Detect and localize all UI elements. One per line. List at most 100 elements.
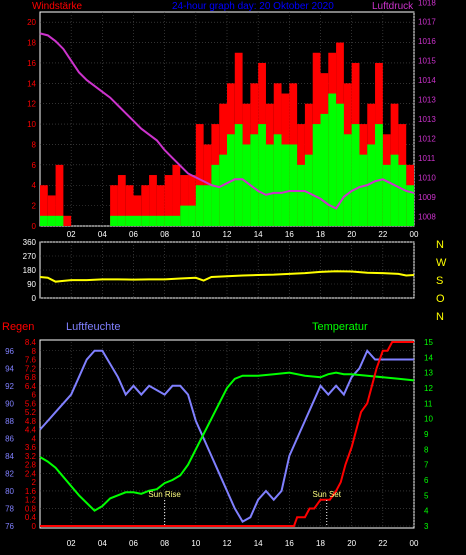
wind-tick-label: 4 xyxy=(32,181,37,190)
temperature-tick-label: 13 xyxy=(424,369,433,378)
wind-bar xyxy=(281,144,290,226)
rain-tick-label: 1.2 xyxy=(25,496,37,505)
compass-label: N xyxy=(436,311,444,323)
rain-tick-label: 7.2 xyxy=(25,364,37,373)
compass-label: N xyxy=(436,239,444,251)
humidity-tick-label: 96 xyxy=(5,347,14,356)
x-tick-label: 14 xyxy=(254,230,263,239)
humidity-axis-label: Luftfeuchte xyxy=(66,321,120,333)
direction-tick-label: 180 xyxy=(23,266,37,275)
wind-axis-label: Windstärke xyxy=(32,1,82,12)
temperature-tick-label: 14 xyxy=(424,353,433,362)
wind-bar xyxy=(149,215,157,226)
temperature-tick-label: 11 xyxy=(424,399,433,408)
pressure-line xyxy=(39,32,415,210)
humidity-tick-label: 78 xyxy=(5,504,14,513)
gust-bar xyxy=(188,175,196,226)
wind-bar xyxy=(390,154,399,226)
chart-title: 24-hour graph day: 20 Oktober 2020 xyxy=(172,1,334,12)
rain-tick-label: 4.4 xyxy=(25,426,37,435)
x-tick-label: 08 xyxy=(160,230,169,239)
temperature-tick-label: 6 xyxy=(424,476,429,485)
direction-tick-label: 0 xyxy=(32,294,37,303)
rain-tick-label: 5.6 xyxy=(25,399,37,408)
humidity-tick-label: 90 xyxy=(5,399,14,408)
rain-humidity-temperature-panel: 02 04 06 08 10 12 14 16 18 20 22 00 767880828486889… xyxy=(2,321,433,548)
wind-tick-label: 6 xyxy=(32,161,37,170)
direction-tick-label: 270 xyxy=(23,252,37,261)
x-tick-label: 10 xyxy=(191,230,200,239)
pressure-tick-label: 1018 xyxy=(418,0,436,7)
temperature-tick-label: 4 xyxy=(424,507,429,516)
humidity-tick-label: 80 xyxy=(5,487,14,496)
wind-tick-label: 20 xyxy=(27,18,36,27)
wind-bar xyxy=(172,215,181,226)
wind-bar xyxy=(289,144,298,226)
humidity-tick-label: 86 xyxy=(5,434,14,443)
wind-bar xyxy=(219,154,227,226)
rain-tick-label: 6.8 xyxy=(25,373,37,382)
gust-bar xyxy=(117,175,126,226)
wind-bar xyxy=(328,93,337,227)
wind-tick-label: 0 xyxy=(32,222,37,231)
wind-bar xyxy=(273,134,282,226)
x-tick-label: 02 xyxy=(67,230,76,239)
direction-tick-label: 360 xyxy=(23,238,37,247)
x-tick-label: 20 xyxy=(347,230,356,239)
x-tick-label: 06 xyxy=(129,539,138,548)
pressure-tick-label: 1016 xyxy=(418,37,436,46)
wind-bar xyxy=(110,215,118,226)
wind-bar xyxy=(304,154,313,226)
temperature-line xyxy=(39,371,415,512)
temperature-axis-label: Temperatur xyxy=(312,321,368,333)
rain-tick-label: 5.2 xyxy=(25,408,37,417)
x-tick-label: 12 xyxy=(223,230,232,239)
wind-bar xyxy=(211,164,220,226)
direction-tick-label: 90 xyxy=(27,280,36,289)
x-tick-label: 04 xyxy=(98,230,107,239)
pressure-tick-label: 1015 xyxy=(418,57,436,66)
wind-bar xyxy=(343,134,352,226)
gust-bar xyxy=(180,175,189,226)
wind-bar xyxy=(398,164,407,226)
rain-tick-label: 0 xyxy=(32,522,37,531)
pressure-tick-label: 1013 xyxy=(418,96,436,105)
x-tick-label: 18 xyxy=(316,230,325,239)
wind-bar xyxy=(195,185,204,226)
gust-bar xyxy=(141,185,150,226)
rain-humidity-frame xyxy=(39,339,415,529)
gust-bar xyxy=(55,164,64,226)
wind-bar xyxy=(297,164,305,226)
x-tick-label: 10 xyxy=(191,539,200,548)
gust-bar xyxy=(47,195,56,226)
temperature-tick-label: 10 xyxy=(424,415,433,424)
wind-direction-line xyxy=(39,270,415,283)
x-tick-label: 22 xyxy=(378,230,387,239)
compass-label: S xyxy=(436,275,443,287)
pressure-tick-label: 1008 xyxy=(418,212,436,221)
temperature-tick-label: 5 xyxy=(424,491,429,500)
gust-bar xyxy=(63,215,72,226)
x-tick-label: 18 xyxy=(316,539,325,548)
wind-bar xyxy=(164,215,173,226)
gust-bar xyxy=(110,185,118,226)
temperature-tick-label: 7 xyxy=(424,461,429,470)
wind-bar xyxy=(265,144,274,226)
x-tick-label: 20 xyxy=(347,539,356,548)
x-tick-label: 04 xyxy=(98,539,107,548)
wind-bar xyxy=(406,185,414,226)
humidity-tick-label: 76 xyxy=(5,522,14,531)
humidity-tick-label: 88 xyxy=(5,417,14,426)
pressure-tick-label: 1014 xyxy=(418,76,436,85)
rain-tick-label: 8 xyxy=(32,347,37,356)
humidity-tick-label: 92 xyxy=(5,382,14,391)
gust-bar xyxy=(125,185,134,226)
rain-tick-label: 8.4 xyxy=(25,338,37,347)
temperature-tick-label: 12 xyxy=(424,384,433,393)
pressure-tick-label: 1012 xyxy=(418,134,436,143)
x-tick-label: 00 xyxy=(410,539,419,548)
humidity-tick-label: 84 xyxy=(5,452,14,461)
temperature-tick-label: 3 xyxy=(424,522,429,531)
wind-tick-label: 18 xyxy=(27,39,36,48)
rain-tick-label: 2.4 xyxy=(25,469,37,478)
